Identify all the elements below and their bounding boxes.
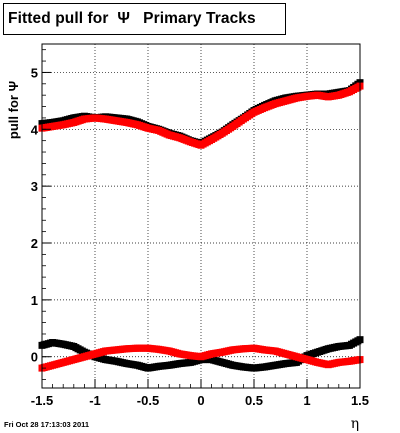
y-tick-label: 5: [31, 65, 38, 80]
y-tick-label: 4: [31, 122, 39, 137]
y-tick-label: 0: [31, 350, 38, 365]
x-tick-label: 1.5: [351, 393, 369, 408]
tick-labels: -1.5 -1 -0.5 0 0.5 1 1.5 0 1 2 3 4 5: [31, 65, 369, 408]
data-layer: [38, 79, 364, 372]
x-tick-label: -1.5: [31, 393, 53, 408]
y-tick-label: 3: [31, 179, 38, 194]
title-box: Fitted pull for Ψ Primary Tracks: [3, 3, 286, 35]
x-tick-label: 0: [197, 393, 204, 408]
x-tick-label: -1: [89, 393, 101, 408]
timestamp: Fri Oct 28 17:13:03 2011: [4, 420, 90, 429]
x-tick-label: 0.5: [245, 393, 263, 408]
y-tick-label: 2: [31, 236, 38, 251]
x-tick-label: 1: [303, 393, 310, 408]
axis-ticks: [41, 49, 361, 388]
chart-title: Fitted pull for Ψ Primary Tracks: [8, 10, 256, 27]
y-axis-label: pull for Ψ: [6, 81, 21, 139]
y-tick-label: 1: [31, 293, 38, 308]
x-axis-label: η: [351, 416, 359, 432]
x-tick-label: -0.5: [137, 393, 159, 408]
